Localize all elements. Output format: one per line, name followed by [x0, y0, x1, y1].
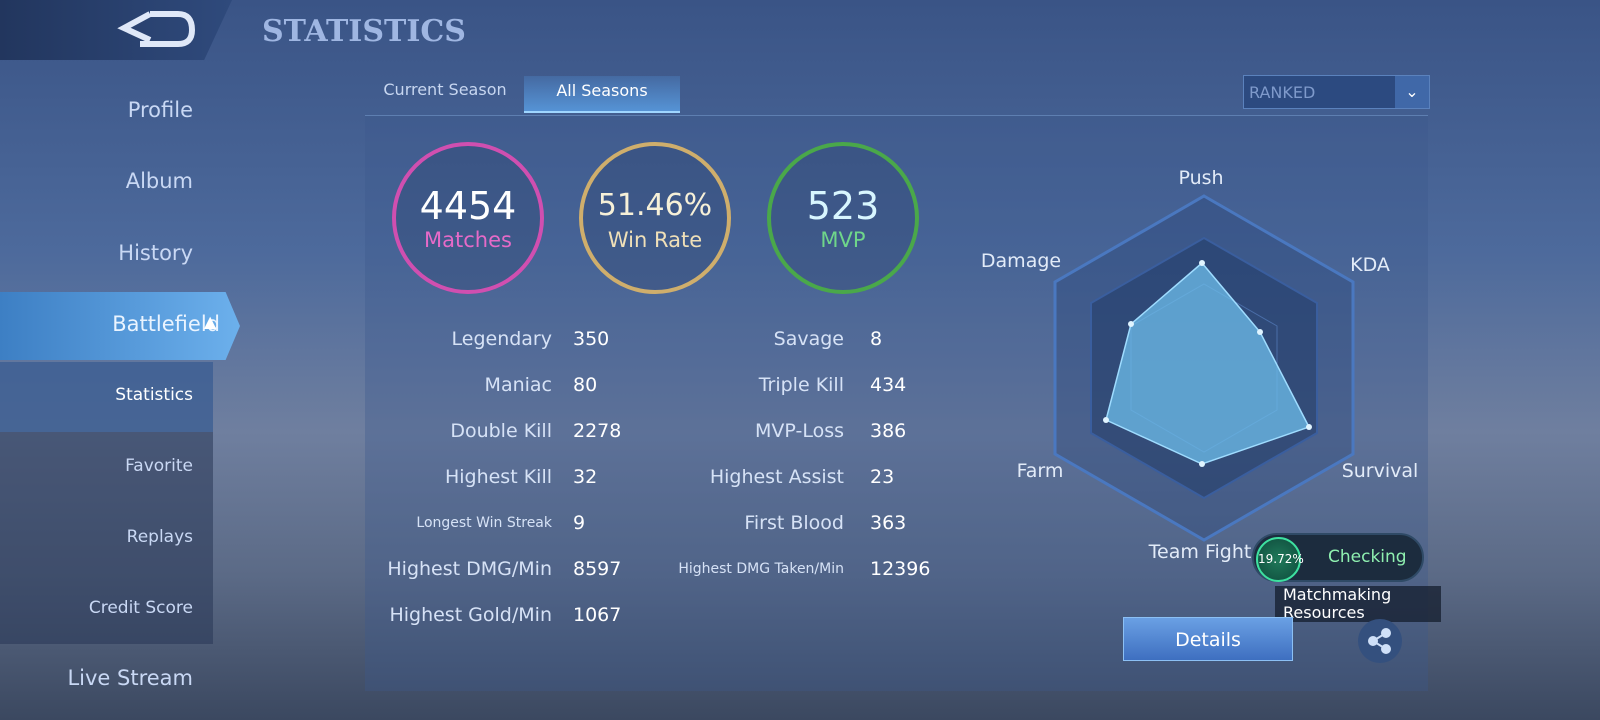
matchmaking-label: Matchmaking Resources	[1275, 586, 1441, 622]
menu-item[interactable]: History	[118, 241, 193, 265]
matchmaking-percent: 19.72%	[1256, 537, 1304, 582]
stat-label: Highest DMG Taken/Min	[678, 561, 844, 577]
stat-value: 8597	[573, 558, 622, 580]
statistics-selected	[0, 362, 213, 432]
radar-label: KDA	[1350, 254, 1390, 276]
summary-value: 4454	[419, 184, 517, 228]
submenu-item[interactable]: Credit Score	[88, 598, 193, 618]
stat-value: 8	[870, 328, 883, 350]
share-button[interactable]	[1358, 619, 1402, 663]
stat-label: Highest DMG/Min	[387, 558, 552, 580]
battlefield-highlight	[0, 292, 240, 360]
stat-label: Longest Win Streak	[416, 515, 552, 531]
summary-label: Matches	[424, 228, 512, 252]
stat-label: Highest Kill	[444, 466, 552, 488]
page-title: STATISTICS	[262, 14, 466, 49]
radar-chart	[1053, 194, 1355, 542]
radar-label: Farm	[1016, 460, 1064, 482]
dropdown-arrow: ⌄	[1395, 76, 1429, 108]
stat-value: 386	[870, 420, 907, 442]
submenu-item[interactable]: Replays	[126, 527, 193, 547]
radar-label: Survival	[1341, 460, 1419, 482]
summary-value: 51.46%	[597, 188, 713, 223]
stat-label: MVP-Loss	[755, 420, 844, 442]
stat-value: 32	[573, 466, 598, 488]
mvp-circle: 523 MVP	[767, 142, 919, 294]
stat-label: Legendary	[451, 328, 553, 350]
details-button[interactable]: Details	[1123, 617, 1293, 661]
stat-value: 80	[573, 374, 598, 396]
radar-label: Team Fight	[1148, 541, 1252, 563]
menu-item[interactable]: Live Stream	[67, 666, 193, 690]
menu-item[interactable]: Battlefield	[112, 312, 220, 336]
menu-item[interactable]: Album	[125, 169, 193, 193]
summary-label: MVP	[820, 228, 866, 252]
dropdown-text: RANKED	[1249, 83, 1316, 102]
submenu-item[interactable]: Statistics	[115, 385, 193, 405]
stat-value: 9	[573, 512, 586, 534]
radar-label: Push	[1178, 167, 1224, 189]
menu-item[interactable]: Profile	[127, 98, 193, 122]
stat-label: Maniac	[484, 374, 552, 396]
mode-dropdown[interactable]: RANKED ⌄	[1243, 75, 1430, 109]
matchmaking-status: Checking	[1328, 547, 1407, 567]
stat-label: Double Kill	[450, 420, 552, 442]
stat-value: 12396	[870, 558, 931, 580]
collapse-icon: ▲	[204, 312, 217, 331]
stat-value: 23	[870, 466, 895, 488]
winrate-circle: 51.46% Win Rate	[579, 142, 731, 294]
summary-label: Win Rate	[607, 228, 703, 252]
back-button[interactable]	[0, 0, 232, 60]
stat-value: 363	[870, 512, 907, 534]
tab[interactable]: Current Season	[383, 80, 507, 99]
stat-label: Savage	[773, 328, 844, 350]
submenu-item[interactable]: Favorite	[125, 456, 193, 476]
stat-value: 1067	[573, 604, 622, 626]
stat-label: Highest Gold/Min	[389, 604, 552, 626]
stat-label: Highest Assist	[709, 466, 844, 488]
radar-dots	[1103, 260, 1312, 467]
tab-active[interactable]: All Seasons	[524, 76, 680, 113]
stat-value: 2278	[573, 420, 622, 442]
matches-circle: 4454 Matches	[392, 142, 544, 294]
matchmaking-pill[interactable]: 19.72% Checking	[1252, 533, 1424, 582]
stat-value: 434	[870, 374, 907, 396]
back-icon	[117, 11, 196, 47]
share-icon	[1368, 628, 1391, 654]
stat-value: 350	[573, 328, 610, 350]
stat-label: Triple Kill	[758, 374, 844, 396]
radar-label: Damage	[980, 250, 1062, 272]
stat-label: First Blood	[744, 512, 844, 534]
summary-value: 523	[806, 184, 880, 228]
